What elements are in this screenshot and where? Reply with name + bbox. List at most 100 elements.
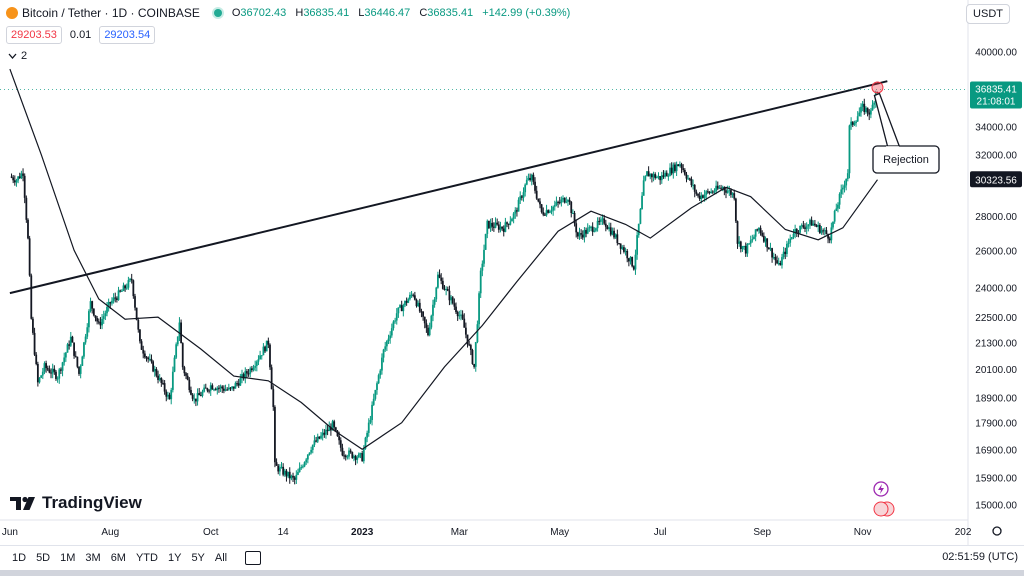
utc-clock[interactable]: 02:51:59 (UTC) [942,551,1018,563]
timeframe-5d[interactable]: 5D [36,552,51,564]
ohlc-low-label: L [358,7,365,19]
timeframe-1m[interactable]: 1M [60,552,76,564]
candle-body [530,174,533,181]
candle-body [850,121,853,126]
y-tick-label: 18900.00 [975,394,1017,405]
bottom-toolbar: 1D 5D 1M 3M 6M YTD 1Y 5Y All 02:51:59 (U… [0,545,1024,570]
candle-body [183,367,186,374]
candle-body [87,311,90,328]
symbol-title[interactable]: Bitcoin / Tether · 1D · COINBASE [22,6,200,20]
candle-body [725,190,727,193]
candle-body [209,385,212,391]
candle-body [519,196,522,200]
timeframe-1y[interactable]: 1Y [167,552,182,564]
candle-body [557,201,559,203]
candle-body [820,230,823,233]
ohlc-open-label: O [231,7,241,19]
candle-body [300,467,303,469]
candle-body [361,453,364,462]
lightning-bolt-glyph [878,484,884,494]
candle-body [710,191,713,194]
candle-body [40,375,43,378]
candle-body [127,280,130,288]
buy-price-button[interactable]: 29203.54 [99,26,156,44]
candle-body [274,406,276,463]
candle-body [331,421,334,431]
candle-body [471,350,474,364]
candle-body [120,290,123,292]
candle-body [195,398,197,402]
candle-body [516,210,518,212]
candle-body [683,169,686,175]
candle-body [453,303,456,307]
candle-body [92,308,95,316]
candle-body [153,369,156,372]
last-price-axis-label: 36835.41 [975,84,1017,95]
timeframe-all[interactable]: All [214,552,228,564]
candle-body [193,398,196,400]
candle-body [242,374,245,379]
candle-body [736,221,739,244]
y-tick-label: 16900.00 [975,445,1017,456]
candle-body [662,175,665,177]
timeframe-5y[interactable]: 5Y [191,552,205,564]
candle-body [547,210,550,213]
currency-selector[interactable]: USDT [966,4,1010,24]
sell-price-button[interactable]: 29203.53 [6,26,62,44]
candle-body [790,237,793,239]
candle-body [353,456,355,458]
x-tick-label: Jul [654,527,667,538]
candle-body [759,227,762,233]
x-tick-label: 202 [955,527,972,538]
timeframe-6m[interactable]: 6M [110,552,126,564]
candle-body [140,341,143,350]
candle-body [570,201,573,214]
candle-body [321,432,324,436]
timeframe-ytd[interactable]: YTD [135,552,158,564]
candle-body [705,191,708,195]
candle-body [506,222,508,224]
candle-body [73,342,75,356]
candle-body [292,475,294,478]
candle-body [362,448,365,462]
candle-body [440,277,443,281]
candle-body [255,361,258,367]
candle-body [787,242,790,244]
y-tick-label: 32000.00 [975,150,1017,161]
candle-body [624,250,627,252]
indicators-toggle[interactable]: 2 [8,50,27,62]
candle-body [802,225,805,228]
candle-body [160,377,163,383]
candle-body [111,300,113,304]
x-tick-label: Aug [101,527,119,538]
candle-body [576,232,579,237]
candle-body [17,176,20,181]
candle-body [494,222,497,228]
candle-body [823,230,826,232]
candle-body [609,227,612,235]
candle-body [374,389,377,399]
candle-body [405,300,408,303]
candle-body [158,377,161,380]
candle-body [795,229,798,233]
calendar-goto-date-icon[interactable] [245,551,262,565]
candle-body [328,426,331,432]
candle-body [293,477,296,480]
bar-countdown-label: 21:08:01 [977,96,1016,107]
candle-body [598,220,601,222]
candle-body [185,373,187,376]
timeframe-1d[interactable]: 1D [12,552,27,564]
candle-body [303,462,306,467]
callout-pointer [873,92,901,149]
x-tick-label: Nov [854,527,872,538]
candle-body [364,437,367,449]
timeframe-3m[interactable]: 3M [85,552,101,564]
ohlc-close-label: C [419,7,428,19]
candle-body [76,356,79,367]
candle-body [489,222,492,229]
candle-body [473,363,476,367]
candle-body [282,466,285,475]
candle-body [297,472,299,475]
tradingview-logo: TradingView [10,493,142,513]
